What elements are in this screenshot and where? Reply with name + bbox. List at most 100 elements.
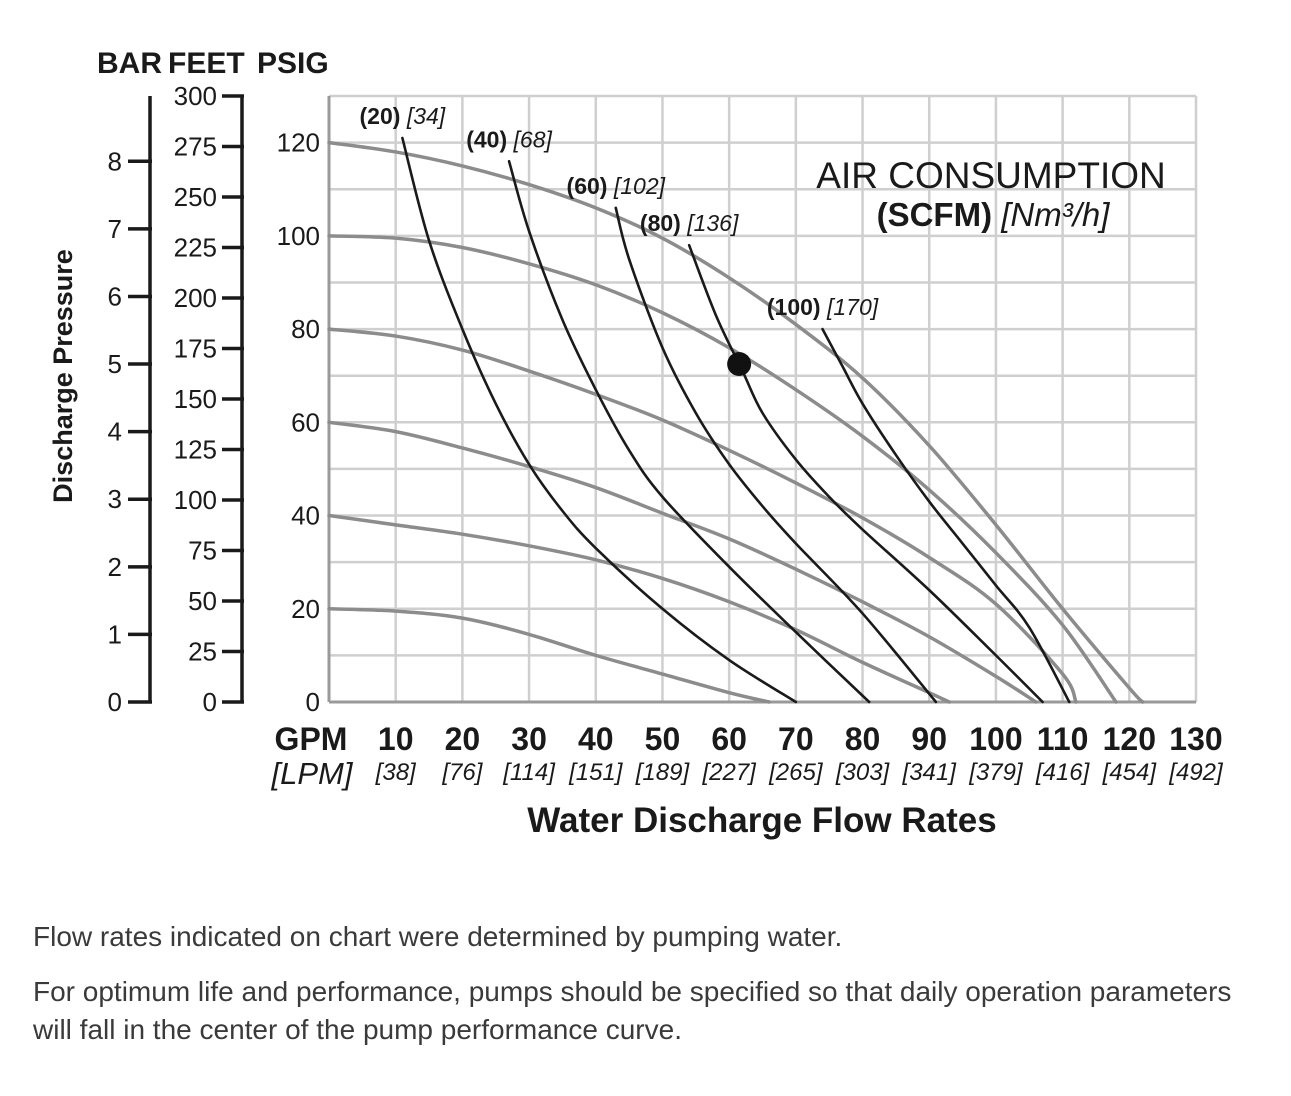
operating-point-marker bbox=[727, 352, 752, 377]
air-curve-label-nm3h: [170] bbox=[826, 294, 879, 320]
air-units-scfm: (SCFM) bbox=[877, 196, 992, 233]
feet-tick-label: 200 bbox=[174, 283, 217, 313]
psig-tick-label: 40 bbox=[291, 501, 320, 531]
feet-tick-label: 50 bbox=[188, 586, 217, 616]
air-curve-4 bbox=[687, 243, 1044, 704]
x-tick-gpm: 110 bbox=[1037, 721, 1089, 757]
air-curve-label-nm3h: [136] bbox=[686, 210, 739, 236]
bar-axis: 0 1 2 3 4 5 6 7 8 bbox=[108, 96, 152, 717]
feet-tick-label: 25 bbox=[188, 637, 217, 667]
air-curve-2 bbox=[507, 159, 871, 704]
psig-tick-label: 60 bbox=[291, 407, 320, 437]
pressure-curve-3 bbox=[327, 420, 1038, 704]
x-tick-lpm: [227] bbox=[701, 759, 757, 786]
air-units-nm3h: [Nm³/h] bbox=[1000, 196, 1110, 233]
bar-tick-label: 3 bbox=[108, 484, 122, 514]
x-axis: 10[38] 20[76] 30[114] 40[151] 50[189] 60[227]… bbox=[375, 721, 1224, 786]
bar-tick-label: 2 bbox=[108, 552, 122, 582]
pressure-curve-2 bbox=[327, 513, 951, 704]
note-optimum-life: For optimum life and performance, pumps … bbox=[33, 976, 1232, 1045]
air-curve-label-nm3h: [102] bbox=[613, 173, 666, 199]
x-tick-lpm: [114] bbox=[502, 759, 556, 786]
x-tick-lpm: [416] bbox=[1035, 759, 1091, 786]
air-curve-label-scfm: (100) bbox=[767, 294, 821, 320]
air-curve-label-nm3h: [34] bbox=[406, 103, 446, 129]
x-unit-gpm: GPM bbox=[275, 721, 348, 757]
x-tick-gpm: 90 bbox=[911, 721, 947, 757]
operating-point-dot bbox=[727, 352, 752, 377]
air-curve-label-scfm: (40) bbox=[466, 126, 507, 152]
x-tick-lpm: [303] bbox=[835, 759, 891, 786]
air-curve-label-scfm: (60) bbox=[567, 173, 608, 199]
air-curve-label-nm3h: [68] bbox=[513, 126, 553, 152]
x-tick-lpm: [341] bbox=[902, 759, 958, 786]
x-tick-lpm: [76] bbox=[441, 759, 483, 786]
x-tick-gpm: 10 bbox=[378, 721, 414, 757]
x-unit-lpm: [LPM] bbox=[271, 756, 354, 791]
x-tick-gpm: 100 bbox=[969, 721, 1022, 757]
pressure-curve-1 bbox=[327, 607, 771, 704]
x-tick-gpm: 40 bbox=[578, 721, 614, 757]
x-tick-gpm: 60 bbox=[711, 721, 747, 757]
feet-tick-label: 250 bbox=[174, 182, 217, 212]
x-tick-lpm: [379] bbox=[968, 759, 1024, 786]
x-tick-gpm: 130 bbox=[1169, 721, 1222, 757]
psig-axis-header: PSIG bbox=[257, 47, 329, 80]
feet-tick-label: 75 bbox=[188, 536, 217, 566]
x-tick-gpm: 30 bbox=[511, 721, 547, 757]
feet-tick-label: 300 bbox=[174, 81, 217, 111]
x-tick-lpm: [189] bbox=[635, 759, 691, 786]
x-tick-gpm: 70 bbox=[778, 721, 814, 757]
pressure-curve-4 bbox=[327, 327, 1078, 704]
air-consumption-units: (SCFM) [Nm³/h] bbox=[877, 196, 1111, 233]
feet-tick-label: 125 bbox=[174, 435, 217, 465]
air-curve-label-scfm: (20) bbox=[360, 103, 401, 129]
x-tick-lpm: [38] bbox=[375, 759, 417, 786]
chart-grid bbox=[327, 94, 1198, 704]
feet-tick-label: 175 bbox=[174, 334, 217, 364]
bar-axis-header: BAR bbox=[97, 47, 162, 80]
air-curve-label: (40) [68] bbox=[466, 126, 552, 152]
bar-tick-label: 7 bbox=[108, 214, 122, 244]
psig-tick-label: 20 bbox=[291, 594, 320, 624]
air-curve-3 bbox=[614, 206, 938, 704]
bar-tick-label: 6 bbox=[108, 281, 122, 311]
air-curve-label: (20) [34] bbox=[360, 103, 446, 129]
x-tick-gpm: 120 bbox=[1103, 721, 1156, 757]
pressure-curve-6 bbox=[327, 140, 1145, 704]
psig-tick-label: 0 bbox=[306, 687, 320, 717]
air-consumption-curves bbox=[401, 136, 1071, 704]
feet-axis-header: FEET bbox=[168, 47, 245, 80]
bar-tick-label: 8 bbox=[108, 146, 122, 176]
note-flow-rates: Flow rates indicated on chart were deter… bbox=[33, 921, 843, 952]
x-tick-gpm: 80 bbox=[845, 721, 881, 757]
psig-tick-label: 120 bbox=[277, 128, 320, 158]
psig-tick-label: 100 bbox=[277, 221, 320, 251]
bar-tick-label: 5 bbox=[108, 349, 122, 379]
air-curve-1 bbox=[401, 136, 798, 704]
psig-tick-label: 80 bbox=[291, 314, 320, 344]
bar-tick-label: 4 bbox=[108, 417, 122, 447]
air-curve-label: (80) [136] bbox=[640, 210, 739, 236]
air-consumption-title: AIR CONSUMPTION bbox=[816, 155, 1165, 196]
feet-tick-label: 225 bbox=[174, 233, 217, 263]
air-curve-label: (60) [102] bbox=[567, 173, 666, 199]
x-tick-lpm: [492] bbox=[1168, 759, 1224, 786]
air-curve-label: (100) [170] bbox=[767, 294, 879, 320]
x-axis-label: Water Discharge Flow Rates bbox=[527, 801, 996, 840]
feet-tick-label: 0 bbox=[203, 687, 217, 717]
feet-axis: 0 25 50 75 100 125 150 175 200 225 250 275 300 bbox=[174, 81, 244, 717]
air-curve-5 bbox=[821, 327, 1071, 704]
feet-tick-label: 150 bbox=[174, 384, 217, 414]
bar-tick-label: 1 bbox=[108, 619, 122, 649]
air-curve-label-scfm: (80) bbox=[640, 210, 681, 236]
bar-tick-label: 0 bbox=[108, 687, 122, 717]
x-tick-lpm: [151] bbox=[568, 759, 624, 786]
air-curve-labels: (20) [34] (40) [68] (60) [102] (80) [136] (1… bbox=[360, 103, 879, 320]
x-tick-lpm: [265] bbox=[768, 759, 824, 786]
x-tick-gpm: 20 bbox=[445, 721, 481, 757]
x-tick-gpm: 50 bbox=[645, 721, 681, 757]
y-axis-label: Discharge Pressure bbox=[48, 249, 78, 503]
x-tick-lpm: [454] bbox=[1102, 759, 1158, 786]
